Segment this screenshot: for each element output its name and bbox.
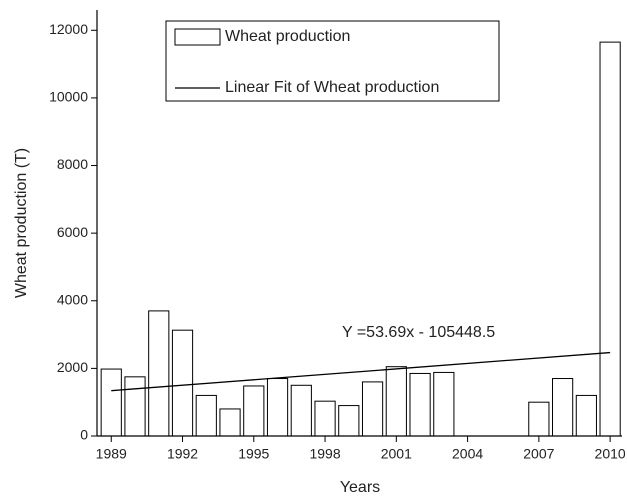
legend-swatch	[174, 28, 221, 46]
y-tick-label: 0	[80, 427, 88, 443]
fit-line	[111, 351, 611, 392]
bar	[409, 372, 431, 437]
x-tick-label: 2004	[452, 446, 483, 462]
bar	[575, 394, 597, 437]
bar	[433, 371, 455, 437]
x-tick-label: 1992	[167, 446, 198, 462]
bar	[314, 400, 336, 437]
x-tick-label: 1989	[96, 446, 127, 462]
bar	[599, 41, 621, 437]
y-tick-label: 6000	[57, 224, 88, 240]
bar	[385, 366, 407, 437]
bar	[195, 394, 217, 437]
x-axis-label: Years	[340, 479, 380, 496]
bar	[338, 405, 360, 437]
x-tick-label: 2007	[523, 446, 554, 462]
x-tick-label: 2010	[595, 446, 626, 462]
legend-box	[165, 20, 500, 102]
y-tick-label: 8000	[57, 156, 88, 172]
bar	[243, 385, 265, 437]
y-tick-label: 4000	[57, 291, 88, 307]
bar	[266, 378, 289, 437]
y-tick-label: 2000	[57, 359, 88, 375]
bar	[290, 384, 312, 437]
bar	[552, 378, 574, 437]
bar	[171, 329, 194, 437]
x-tick-label: 1998	[309, 446, 340, 462]
bar	[148, 310, 170, 437]
bar	[124, 376, 146, 437]
y-tick-label: 10000	[49, 89, 88, 105]
x-tick-label: 2001	[381, 446, 412, 462]
y-tick-label: 12000	[49, 21, 88, 37]
fit-equation: Y =53.69x - 105448.5	[342, 324, 495, 341]
legend-label: Linear Fit of Wheat production	[225, 79, 439, 96]
bar	[219, 408, 241, 437]
bar	[528, 401, 550, 437]
y-axis-label: Wheat production (T)	[13, 148, 30, 298]
x-tick-label: 1995	[238, 446, 269, 462]
bar	[361, 381, 384, 437]
bar	[100, 368, 122, 437]
legend-label: Wheat production	[225, 28, 350, 45]
